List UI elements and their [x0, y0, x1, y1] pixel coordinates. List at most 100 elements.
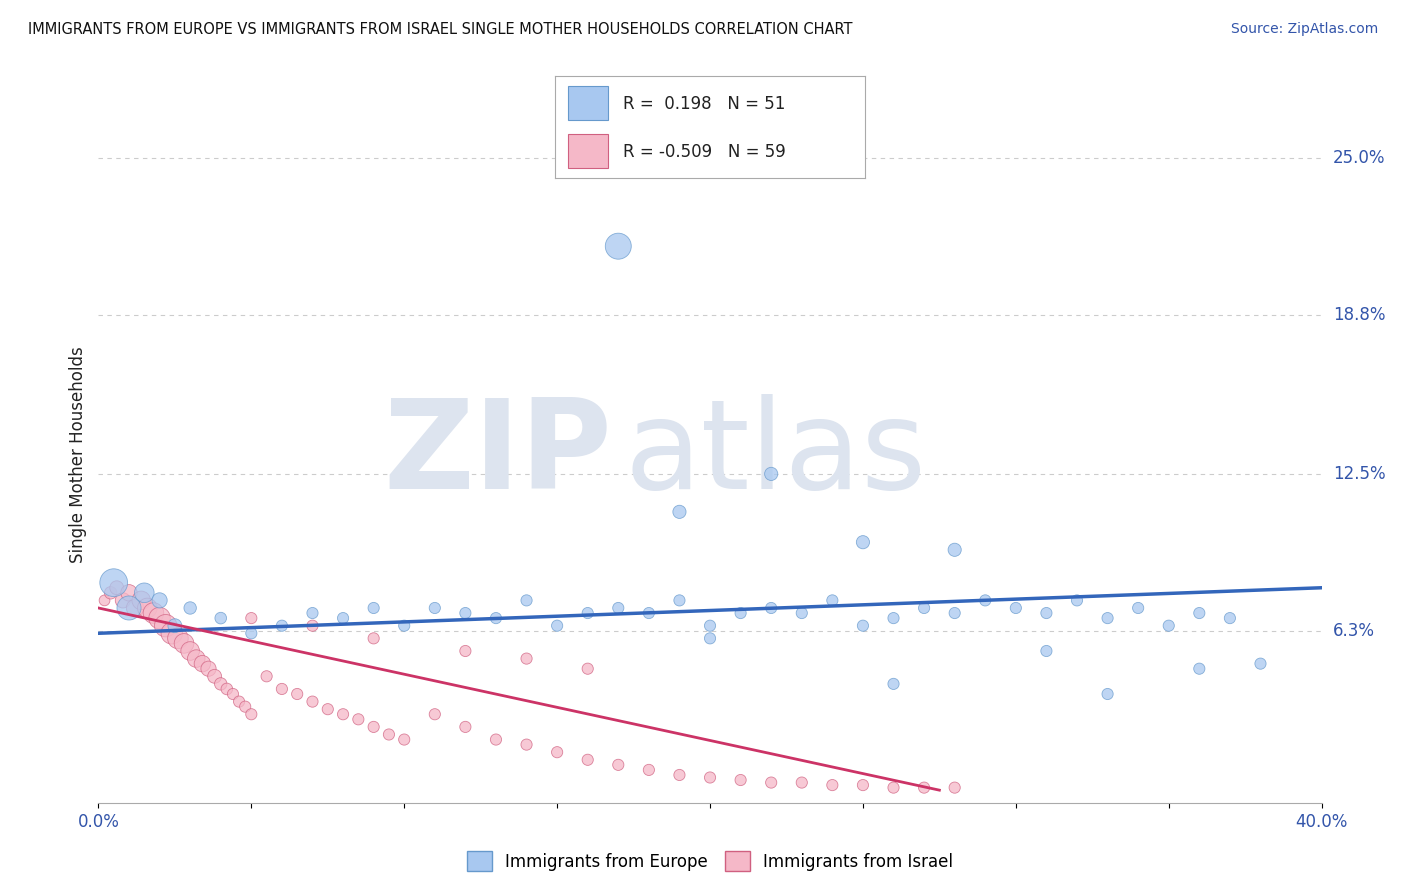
- Point: [759, 467, 782, 481]
- Point: [228, 695, 250, 709]
- Point: [637, 606, 661, 620]
- Point: [363, 601, 385, 615]
- Point: [668, 505, 690, 519]
- Point: [285, 687, 308, 701]
- Point: [363, 632, 385, 646]
- Point: [118, 586, 141, 600]
- Point: [209, 677, 232, 691]
- Point: [118, 601, 141, 615]
- Point: [546, 745, 568, 759]
- Point: [256, 669, 278, 683]
- Point: [699, 771, 721, 785]
- Point: [222, 687, 245, 701]
- Point: [167, 632, 190, 646]
- Point: [912, 601, 935, 615]
- Point: [332, 707, 354, 722]
- Point: [124, 601, 146, 615]
- Point: [179, 601, 201, 615]
- Text: R = -0.509   N = 59: R = -0.509 N = 59: [623, 143, 786, 161]
- Point: [821, 778, 844, 792]
- Text: 6.3%: 6.3%: [1333, 622, 1375, 640]
- Point: [607, 757, 630, 772]
- Point: [516, 593, 538, 607]
- Text: ZIP: ZIP: [384, 394, 612, 516]
- Point: [637, 763, 661, 777]
- Point: [136, 601, 159, 615]
- Point: [454, 606, 477, 620]
- Point: [546, 618, 568, 632]
- Point: [103, 575, 125, 590]
- Point: [392, 732, 416, 747]
- Point: [668, 768, 690, 782]
- Text: 25.0%: 25.0%: [1333, 149, 1385, 167]
- Point: [912, 780, 935, 795]
- Point: [129, 593, 152, 607]
- Point: [233, 699, 256, 714]
- Point: [149, 611, 172, 625]
- Point: [883, 611, 905, 625]
- Point: [1128, 601, 1150, 615]
- Point: [363, 720, 385, 734]
- Point: [454, 644, 477, 658]
- Point: [852, 778, 875, 792]
- Text: R =  0.198   N = 51: R = 0.198 N = 51: [623, 95, 786, 112]
- Point: [204, 669, 226, 683]
- Point: [332, 611, 354, 625]
- Point: [1219, 611, 1241, 625]
- Point: [155, 618, 177, 632]
- Point: [576, 606, 599, 620]
- Point: [516, 738, 538, 752]
- Point: [852, 618, 875, 632]
- Point: [270, 618, 292, 632]
- Point: [943, 542, 966, 557]
- Point: [576, 662, 599, 676]
- Point: [516, 651, 538, 665]
- Point: [883, 677, 905, 691]
- Point: [93, 593, 115, 607]
- Point: [576, 753, 599, 767]
- Point: [301, 618, 323, 632]
- Point: [316, 702, 339, 716]
- Point: [197, 662, 219, 676]
- Point: [270, 681, 292, 696]
- Bar: [568, 87, 607, 120]
- Text: IMMIGRANTS FROM EUROPE VS IMMIGRANTS FROM ISRAEL SINGLE MOTHER HOUSEHOLDS CORREL: IMMIGRANTS FROM EUROPE VS IMMIGRANTS FRO…: [28, 22, 852, 37]
- Text: 18.8%: 18.8%: [1333, 305, 1385, 324]
- Point: [759, 775, 782, 789]
- Point: [607, 239, 630, 253]
- Text: 12.5%: 12.5%: [1333, 465, 1385, 483]
- Point: [149, 593, 172, 607]
- Point: [485, 732, 508, 747]
- Point: [1004, 601, 1026, 615]
- Point: [301, 695, 323, 709]
- Point: [759, 601, 782, 615]
- Y-axis label: Single Mother Households: Single Mother Households: [69, 347, 87, 563]
- Point: [607, 601, 630, 615]
- Text: Source: ZipAtlas.com: Source: ZipAtlas.com: [1230, 22, 1378, 37]
- Point: [142, 606, 165, 620]
- Point: [699, 618, 721, 632]
- Point: [1249, 657, 1271, 671]
- Point: [105, 581, 128, 595]
- Point: [790, 606, 813, 620]
- Point: [173, 636, 195, 650]
- Point: [943, 780, 966, 795]
- Point: [423, 601, 446, 615]
- Point: [240, 626, 263, 640]
- Point: [454, 720, 477, 734]
- Point: [1157, 618, 1180, 632]
- Point: [1035, 606, 1057, 620]
- Point: [852, 535, 875, 549]
- Point: [668, 593, 690, 607]
- Point: [1097, 611, 1119, 625]
- Legend: Immigrants from Europe, Immigrants from Israel: Immigrants from Europe, Immigrants from …: [460, 845, 960, 878]
- Point: [215, 681, 238, 696]
- Point: [134, 586, 156, 600]
- Point: [1066, 593, 1088, 607]
- Bar: [568, 135, 607, 168]
- Point: [1097, 687, 1119, 701]
- Point: [730, 606, 752, 620]
- Point: [423, 707, 446, 722]
- Point: [378, 727, 401, 741]
- Point: [1035, 644, 1057, 658]
